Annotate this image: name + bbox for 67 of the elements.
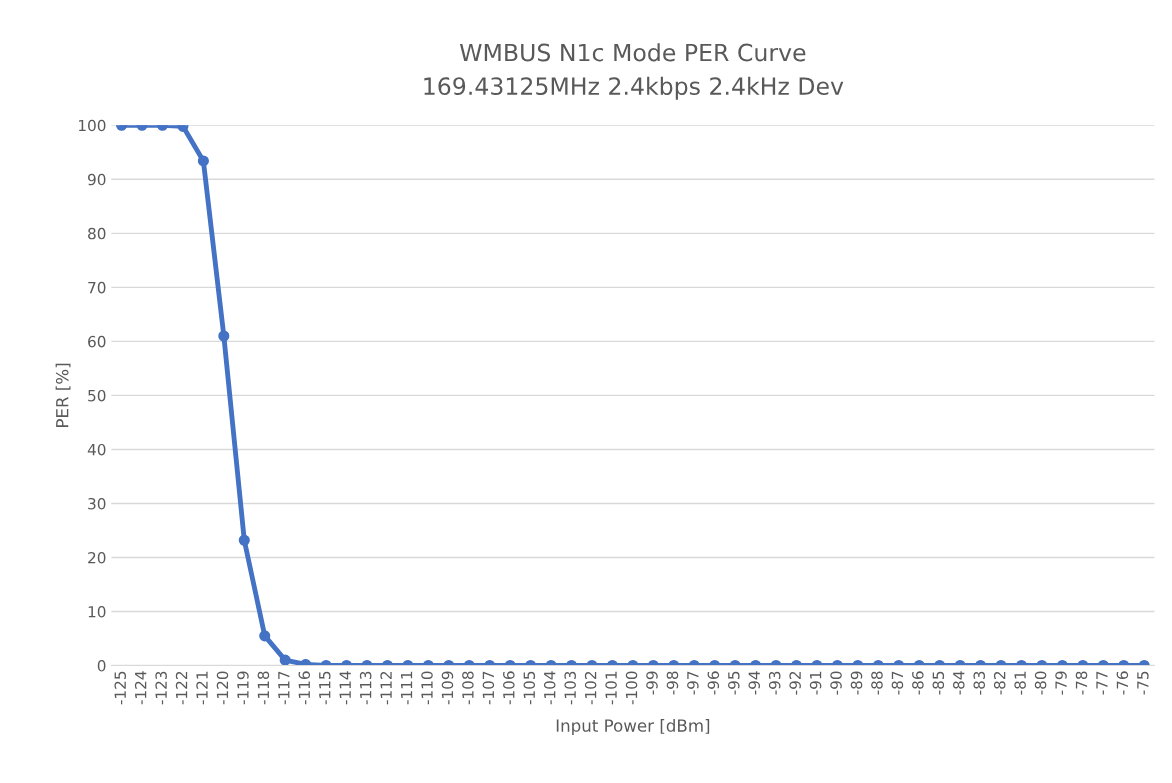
x-tick-label: -96 — [707, 671, 720, 695]
x-tick-label: -80 — [1034, 671, 1047, 695]
x-tick-label: -105 — [523, 671, 536, 705]
x-tick-label: -85 — [932, 671, 945, 695]
x-tick-label: -125 — [114, 671, 126, 705]
x-tick-label: -75 — [1137, 671, 1149, 695]
y-tick-label: 20 — [88, 551, 106, 564]
y-tick-label: 10 — [88, 605, 106, 618]
x-tick-label: -116 — [298, 671, 311, 705]
x-tick-label: -111 — [400, 671, 413, 705]
x-tick-label: -94 — [748, 671, 761, 695]
y-tick-label: 90 — [88, 173, 106, 186]
x-tick-label: -103 — [564, 671, 576, 705]
x-tick-label: -102 — [584, 671, 597, 705]
x-tick-label: -114 — [339, 671, 351, 705]
x-tick-label: -99 — [646, 671, 658, 695]
point — [238, 534, 250, 546]
x-tick-label: -84 — [953, 671, 965, 695]
x-tick-label: -108 — [462, 671, 474, 705]
x-tick-label: -87 — [891, 671, 904, 695]
y-tick-label: 70 — [88, 281, 106, 294]
x-tick-label: -95 — [728, 671, 740, 695]
y-tick-label: 60 — [88, 335, 106, 348]
x-tick-label: -110 — [421, 671, 433, 705]
x-tick-label: -86 — [912, 671, 924, 695]
x-tick-label: -101 — [605, 671, 617, 705]
x-tick-label: -107 — [482, 671, 495, 705]
x-tick-label: -118 — [257, 671, 270, 705]
x-tick-label: -119 — [237, 671, 249, 705]
x-tick-label: -93 — [768, 671, 781, 695]
x-tick-label: -81 — [1014, 671, 1026, 695]
x-tick-label: -83 — [973, 671, 986, 695]
y-tick-label: 100 — [79, 119, 106, 132]
x-tick-label: -91 — [809, 671, 822, 695]
x-tick-label: -113 — [359, 671, 372, 705]
x-tick-label: -90 — [830, 671, 842, 695]
y-tick-label: 80 — [88, 227, 106, 240]
x-tick-label: -122 — [175, 671, 188, 705]
y-tick-label: 30 — [88, 497, 106, 510]
y-axis-title: PER [%] — [55, 363, 71, 427]
x-tick-label: -98 — [666, 671, 679, 695]
x-tick-label: -100 — [625, 671, 638, 705]
x-tick-label: -97 — [687, 671, 699, 695]
y-tick-label: 40 — [87, 443, 106, 456]
x-tick-label: -115 — [319, 671, 331, 705]
x-tick-label: -89 — [850, 671, 863, 695]
y-tick-label: 50 — [88, 389, 106, 402]
x-tick-label: -88 — [871, 671, 883, 695]
x-tick-label: -82 — [993, 671, 1006, 695]
x-tick-label: -123 — [155, 671, 167, 705]
x-tick-label: -79 — [1055, 671, 1067, 695]
x-tick-label: -124 — [134, 671, 147, 705]
x-tick-label: -109 — [441, 671, 454, 705]
x-tick-label: -112 — [380, 671, 392, 705]
y-tick-label: 0 — [97, 660, 106, 672]
x-tick-label: -78 — [1075, 671, 1088, 695]
chart-title: WMBUS N1c Mode PER Curve 169.43125MHz 2.4kbps 2.4kHz Dev — [424, 43, 844, 100]
x-axis-title: Input Power [dBm] — [556, 718, 710, 736]
x-tick-label: -120 — [216, 671, 229, 705]
x-tick-label: -104 — [543, 671, 556, 705]
x-tick-label: -92 — [789, 671, 801, 695]
x-tick-label: -76 — [1116, 671, 1129, 695]
x-tick-label: -117 — [278, 671, 290, 705]
x-tick-label: -106 — [503, 671, 515, 705]
point — [218, 330, 230, 342]
x-tick-label: -77 — [1096, 671, 1108, 695]
x-tick-label: -121 — [196, 671, 208, 705]
